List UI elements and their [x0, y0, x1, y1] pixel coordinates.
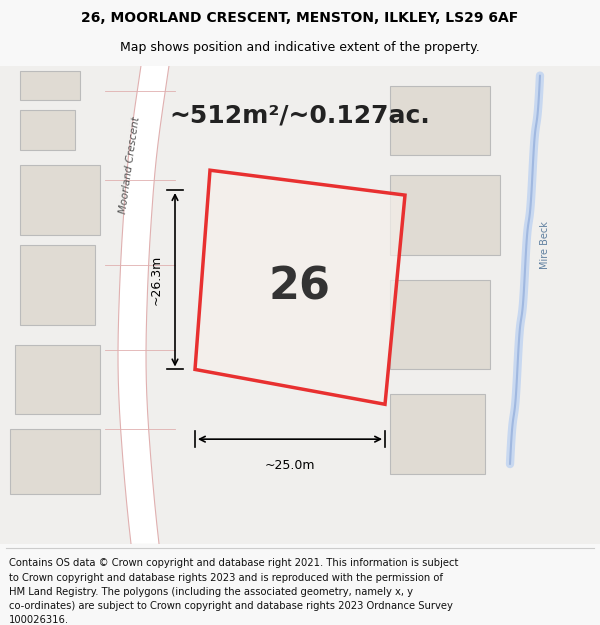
- Bar: [10, 429, 100, 494]
- Text: ~25.0m: ~25.0m: [265, 459, 315, 472]
- Text: 26, MOORLAND CRESCENT, MENSTON, ILKLEY, LS29 6AF: 26, MOORLAND CRESCENT, MENSTON, ILKLEY, …: [82, 11, 518, 26]
- Text: 26: 26: [269, 265, 331, 308]
- Bar: [390, 86, 490, 155]
- Bar: [20, 165, 100, 235]
- Text: 100026316.: 100026316.: [9, 615, 69, 625]
- Bar: [15, 344, 100, 414]
- Bar: [20, 245, 95, 324]
- Text: Map shows position and indicative extent of the property.: Map shows position and indicative extent…: [120, 41, 480, 54]
- Bar: [20, 71, 80, 101]
- Text: to Crown copyright and database rights 2023 and is reproduced with the permissio: to Crown copyright and database rights 2…: [9, 572, 443, 582]
- Text: ~26.3m: ~26.3m: [150, 254, 163, 305]
- Bar: [390, 280, 490, 369]
- Bar: [390, 394, 485, 474]
- Text: co-ordinates) are subject to Crown copyright and database rights 2023 Ordnance S: co-ordinates) are subject to Crown copyr…: [9, 601, 453, 611]
- Text: Mire Beck: Mire Beck: [540, 221, 550, 269]
- Polygon shape: [118, 66, 169, 544]
- Text: Contains OS data © Crown copyright and database right 2021. This information is : Contains OS data © Crown copyright and d…: [9, 558, 458, 568]
- Text: Moorland Crescent: Moorland Crescent: [118, 116, 142, 214]
- Polygon shape: [195, 170, 405, 404]
- Bar: [390, 175, 500, 255]
- Text: ~512m²/~0.127ac.: ~512m²/~0.127ac.: [170, 103, 430, 127]
- Text: HM Land Registry. The polygons (including the associated geometry, namely x, y: HM Land Registry. The polygons (includin…: [9, 587, 413, 597]
- Bar: [20, 111, 75, 150]
